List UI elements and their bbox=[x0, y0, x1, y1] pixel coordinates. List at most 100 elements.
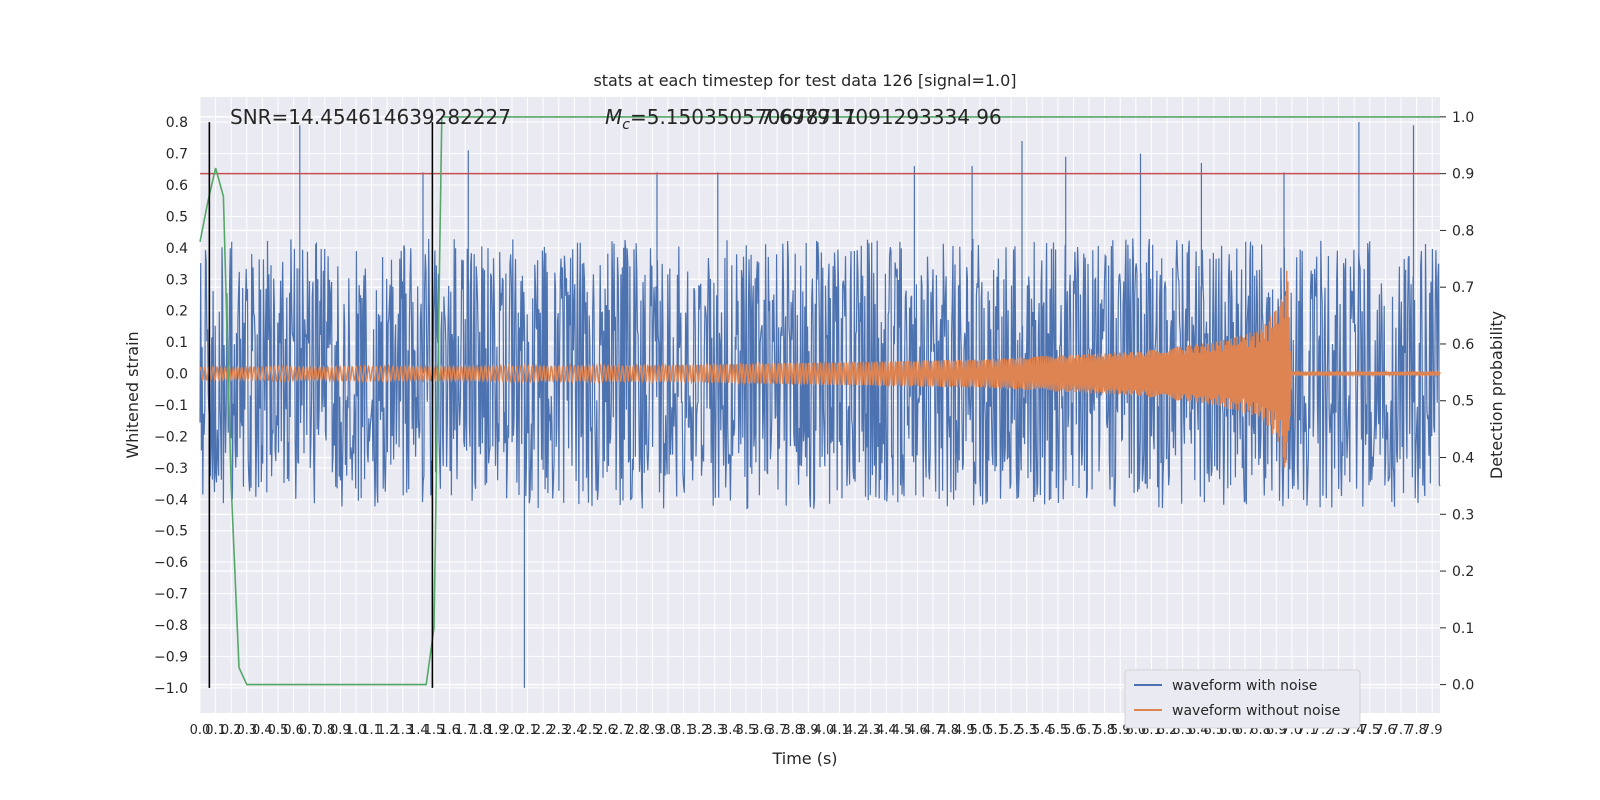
y-tick-label: −0.4 bbox=[154, 492, 188, 508]
legend-label-clean: waveform without noise bbox=[1172, 703, 1340, 719]
y2-tick-label: 0.9 bbox=[1452, 167, 1474, 183]
y2-tick-label: 0.5 bbox=[1452, 394, 1474, 410]
x-tick-label: 5.2 bbox=[1001, 723, 1022, 738]
x-tick-label: 5.4 bbox=[1032, 723, 1053, 738]
series-waveform-without-noise bbox=[199, 270, 1441, 468]
x-tick-label: 2.9 bbox=[642, 723, 663, 738]
x-tick-label: 7.5 bbox=[1359, 723, 1380, 738]
x-tick-label: 4.3 bbox=[860, 723, 881, 738]
x-tick-label: 2.0 bbox=[502, 723, 523, 738]
x-tick-label: 4.6 bbox=[907, 723, 928, 738]
x-tick-label: 5.6 bbox=[1063, 723, 1084, 738]
y-axis-label: Whitened strain bbox=[123, 331, 142, 458]
x-tick-label: 7.6 bbox=[1375, 723, 1396, 738]
x-tick-label: 5.7 bbox=[1079, 723, 1100, 738]
x-tick-label: 0.3 bbox=[236, 723, 257, 738]
x-tick-label: 1.2 bbox=[377, 723, 398, 738]
y-tick-label: 0.5 bbox=[166, 209, 188, 225]
x-tick-label: 0.7 bbox=[299, 723, 320, 738]
y2-axis-label: Detection probability bbox=[1487, 311, 1506, 479]
y-tick-label: 0.8 bbox=[166, 115, 188, 131]
x-tick-label: 3.6 bbox=[751, 723, 772, 738]
x-tick-label: 2.6 bbox=[595, 723, 616, 738]
x-tick-label: 5.1 bbox=[985, 723, 1006, 738]
detection-probability-line bbox=[199, 116, 1440, 686]
x-tick-label: 0.0 bbox=[190, 723, 211, 738]
y-tick-label: −0.2 bbox=[154, 429, 188, 445]
x-tick-label: 3.1 bbox=[673, 723, 694, 738]
x-tick-label: 1.4 bbox=[408, 723, 429, 738]
y2-tick-label: 1.0 bbox=[1452, 110, 1474, 126]
x-tick-label: 4.0 bbox=[814, 723, 835, 738]
x-tick-label: 4.1 bbox=[829, 723, 850, 738]
x-tick-label: 1.1 bbox=[361, 723, 382, 738]
y-tick-label: −0.9 bbox=[154, 649, 188, 665]
y2-tick-label: 0.3 bbox=[1452, 507, 1474, 523]
x-tick-label: 4.4 bbox=[876, 723, 897, 738]
snr-annotation: SNR=14.454614639282227 bbox=[230, 105, 511, 129]
overlap-annotation: 7.697917091293334 96 bbox=[760, 105, 1002, 129]
chirp-mass-symbol: M bbox=[605, 105, 622, 129]
x-tick-label: 4.5 bbox=[892, 723, 913, 738]
x-tick-label: 4.9 bbox=[954, 723, 975, 738]
x-tick-label: 2.8 bbox=[626, 723, 647, 738]
x-tick-label: 3.8 bbox=[782, 723, 803, 738]
x-tick-label: 3.4 bbox=[720, 723, 741, 738]
y-tick-label: 0.2 bbox=[166, 304, 188, 320]
x-tick-label: 1.7 bbox=[455, 723, 476, 738]
x-tick-label: 3.7 bbox=[767, 723, 788, 738]
x-tick-label: 2.1 bbox=[517, 723, 538, 738]
x-tick-label: 0.9 bbox=[330, 723, 351, 738]
y-tick-label: −1.0 bbox=[154, 681, 188, 697]
y2-tick-label: 0.8 bbox=[1452, 223, 1474, 239]
x-tick-label: 5.8 bbox=[1094, 723, 1115, 738]
x-tick-label: 1.8 bbox=[470, 723, 491, 738]
y2-tick-label: 0.1 bbox=[1452, 621, 1474, 637]
x-tick-label: 7.8 bbox=[1406, 723, 1427, 738]
y2-tick-label: 0.7 bbox=[1452, 280, 1474, 296]
x-tick-label: 7.7 bbox=[1391, 723, 1412, 738]
x-tick-label: 2.2 bbox=[533, 723, 554, 738]
x-tick-label: 1.3 bbox=[392, 723, 413, 738]
x-tick-label: 0.2 bbox=[221, 723, 242, 738]
y-tick-label: 0.7 bbox=[166, 147, 188, 163]
x-tick-label: 5.0 bbox=[970, 723, 991, 738]
series-waveform-with-noise bbox=[199, 122, 1441, 688]
chirp-mass-subscript: c bbox=[622, 117, 630, 133]
x-tick-label: 0.1 bbox=[205, 723, 226, 738]
x-tick-label: 1.5 bbox=[424, 723, 445, 738]
y2-tick-label: 0.4 bbox=[1452, 451, 1474, 467]
y-tick-label: −0.8 bbox=[154, 618, 188, 634]
x-tick-label: 2.7 bbox=[611, 723, 632, 738]
x-tick-label: 3.2 bbox=[689, 723, 710, 738]
x-tick-label: 2.3 bbox=[548, 723, 569, 738]
y-tick-label: −0.5 bbox=[154, 524, 188, 540]
legend: waveform with noise waveform without noi… bbox=[1124, 669, 1361, 729]
x-tick-label: 3.5 bbox=[736, 723, 757, 738]
y-tick-label: 0.3 bbox=[166, 272, 188, 288]
y-tick-label: −0.7 bbox=[154, 587, 188, 603]
y-tick-label: −0.1 bbox=[154, 398, 188, 414]
x-tick-label: 3.3 bbox=[704, 723, 725, 738]
x-tick-label: 0.8 bbox=[314, 723, 335, 738]
x-tick-label: 3.9 bbox=[798, 723, 819, 738]
legend-label-noise: waveform with noise bbox=[1172, 678, 1317, 694]
x-tick-label: 1.0 bbox=[346, 723, 367, 738]
data-layer bbox=[199, 116, 1441, 688]
y2-tick-label: 0.6 bbox=[1452, 337, 1474, 353]
y-tick-label: 0.0 bbox=[166, 367, 188, 383]
y-tick-label: 0.1 bbox=[166, 335, 188, 351]
x-tick-label: 5.5 bbox=[1048, 723, 1069, 738]
x-tick-label: 4.2 bbox=[845, 723, 866, 738]
legend-box bbox=[1124, 669, 1361, 729]
x-tick-label: 3.0 bbox=[658, 723, 679, 738]
x-axis-label: Time (s) bbox=[771, 749, 837, 768]
y-tick-label: −0.3 bbox=[154, 461, 188, 477]
x-tick-label: 1.6 bbox=[439, 723, 460, 738]
x-tick-label: 7.9 bbox=[1422, 723, 1443, 738]
x-tick-label: 5.3 bbox=[1016, 723, 1037, 738]
chirp-mass-value: =5.150350570678711 bbox=[630, 105, 857, 129]
y-tick-label: 0.4 bbox=[166, 241, 188, 257]
x-tick-label: 0.5 bbox=[268, 723, 289, 738]
